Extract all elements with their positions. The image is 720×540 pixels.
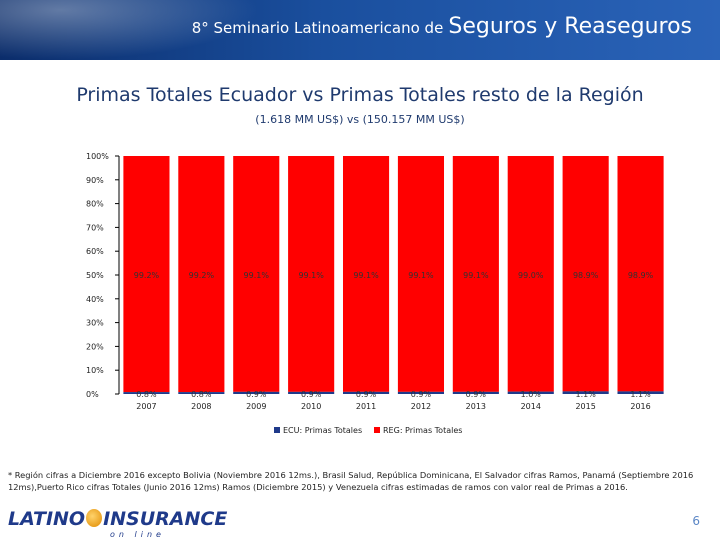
banner-map-decoration	[0, 0, 260, 60]
bar-reg	[617, 156, 664, 392]
bar-reg	[507, 156, 554, 392]
y-tick-label: 20%	[86, 342, 104, 351]
bar-ecu	[452, 391, 499, 394]
banner-highlight: Seguros y Reaseguros	[448, 14, 692, 39]
bar-reg	[233, 156, 280, 392]
x-tick-label: 2013	[466, 402, 486, 411]
data-label-ecu: 0.9%	[356, 390, 377, 399]
x-tick-label: 2016	[630, 402, 650, 411]
data-label-ecu: 1.0%	[521, 390, 542, 399]
latino-insurance-logo: LATINO INSURANCE	[8, 508, 227, 530]
data-label-ecu: 0.9%	[246, 390, 267, 399]
footnote: * Región cifras a Diciembre 2016 excepto…	[8, 470, 694, 492]
data-label-ecu: 0.9%	[411, 390, 432, 399]
data-label-reg: 99.1%	[353, 271, 379, 280]
data-label-reg: 99.0%	[518, 271, 544, 280]
x-tick-label: 2012	[411, 402, 431, 411]
bar-ecu	[123, 392, 170, 394]
legend-label-ecu: ECU: Primas Totales	[283, 426, 362, 435]
x-tick-label: 2011	[356, 402, 376, 411]
slide-title: Primas Totales Ecuador vs Primas Totales…	[76, 84, 644, 106]
y-tick-label: 0%	[86, 390, 99, 399]
data-label-reg: 99.1%	[408, 271, 434, 280]
data-label-ecu: 0.8%	[136, 390, 157, 399]
legend-label-reg: REG: Primas Totales	[383, 426, 462, 435]
logo-text-right: INSURANCE	[103, 508, 228, 530]
bar-ecu	[178, 392, 225, 394]
y-tick-label: 60%	[86, 247, 104, 256]
logo-text-left: LATINO	[8, 508, 86, 530]
y-tick-label: 80%	[86, 200, 104, 209]
x-tick-label: 2008	[191, 402, 211, 411]
x-tick-label: 2015	[575, 402, 595, 411]
header-banner: 8° Seminario Latinoamericano de Seguros …	[0, 0, 720, 60]
x-tick-label: 2014	[521, 402, 541, 411]
stacked-bar-chart: 0% 10% 20% 30% 40% 50% 60% 70% 80% 90% 100% 99.2% 0.…	[86, 152, 664, 435]
legend-swatch-ecu	[274, 427, 280, 433]
x-tick-label: 2007	[136, 402, 156, 411]
bar-reg	[178, 156, 225, 393]
y-tick-label: 100%	[86, 152, 109, 161]
slide-subtitle: (1.618 MM US$) vs (150.157 MM US$)	[255, 113, 465, 126]
bar-ecu	[617, 391, 664, 394]
bar-ecu	[233, 391, 280, 394]
page-number: 6	[692, 514, 700, 528]
data-label-reg: 98.9%	[628, 271, 654, 280]
bar-reg	[562, 156, 609, 392]
data-label-ecu: 0.8%	[191, 390, 212, 399]
data-label-ecu: 1.1%	[575, 390, 596, 399]
data-label-reg: 99.2%	[134, 271, 160, 280]
y-tick-label: 10%	[86, 366, 104, 375]
bar-reg	[288, 156, 335, 392]
bar-ecu	[342, 391, 390, 394]
y-tick-label: 30%	[86, 319, 104, 328]
bar-ecu	[562, 391, 609, 394]
y-tick-label: 40%	[86, 295, 104, 304]
data-label-reg: 99.1%	[244, 271, 270, 280]
logo-subtext: on line	[110, 530, 165, 539]
data-label-reg: 99.1%	[298, 271, 324, 280]
banner-prefix: 8° Seminario Latinoamericano de	[191, 19, 444, 37]
banner-title: 8° Seminario Latinoamericano de Seguros …	[192, 14, 692, 39]
data-label-ecu: 0.9%	[466, 390, 487, 399]
x-tick-label: 2010	[301, 402, 321, 411]
data-label-reg: 99.1%	[463, 271, 489, 280]
data-label-reg: 98.9%	[573, 271, 599, 280]
x-tick-label: 2009	[246, 402, 266, 411]
y-tick-label: 50%	[86, 271, 104, 280]
data-label-reg: 99.2%	[189, 271, 215, 280]
y-tick-label: 70%	[86, 223, 104, 232]
data-label-ecu: 0.9%	[301, 390, 322, 399]
bar-reg	[397, 156, 445, 392]
legend-swatch-reg	[374, 427, 380, 433]
y-tick-label: 90%	[86, 176, 104, 185]
bar-ecu	[288, 391, 335, 394]
bar-reg	[452, 156, 499, 392]
bar-reg	[123, 156, 170, 393]
bar-ecu	[397, 391, 445, 394]
data-label-ecu: 1.1%	[630, 390, 651, 399]
bar-ecu	[507, 391, 554, 394]
bar-reg	[342, 156, 390, 392]
globe-icon	[86, 509, 103, 527]
